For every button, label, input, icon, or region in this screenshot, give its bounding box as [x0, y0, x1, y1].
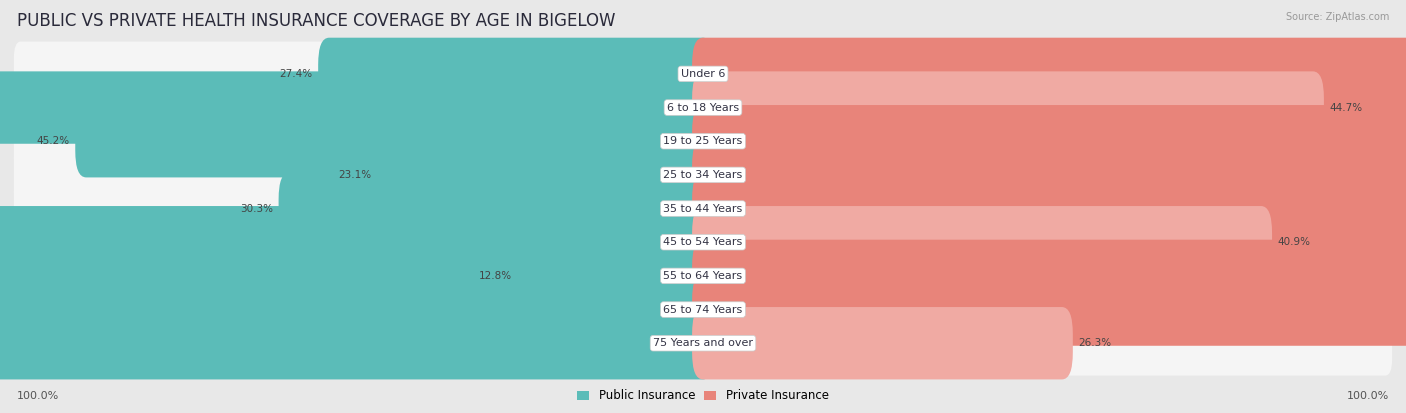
Legend: Public Insurance, Private Insurance: Public Insurance, Private Insurance — [572, 385, 834, 407]
FancyBboxPatch shape — [14, 311, 1392, 375]
FancyBboxPatch shape — [692, 206, 1272, 278]
FancyBboxPatch shape — [692, 38, 1406, 110]
Text: 6 to 18 Years: 6 to 18 Years — [666, 102, 740, 113]
Text: 25 to 34 Years: 25 to 34 Years — [664, 170, 742, 180]
FancyBboxPatch shape — [692, 105, 1406, 178]
FancyBboxPatch shape — [14, 210, 1392, 275]
FancyBboxPatch shape — [14, 277, 1392, 342]
Text: Source: ZipAtlas.com: Source: ZipAtlas.com — [1285, 12, 1389, 22]
FancyBboxPatch shape — [692, 139, 1406, 211]
FancyBboxPatch shape — [14, 244, 1392, 308]
Text: 40.9%: 40.9% — [1278, 237, 1310, 247]
Text: 19 to 25 Years: 19 to 25 Years — [664, 136, 742, 146]
FancyBboxPatch shape — [278, 172, 714, 245]
FancyBboxPatch shape — [517, 240, 714, 312]
FancyBboxPatch shape — [0, 273, 714, 346]
Text: 26.3%: 26.3% — [1078, 338, 1111, 348]
FancyBboxPatch shape — [318, 38, 714, 110]
FancyBboxPatch shape — [14, 109, 1392, 173]
Text: 35 to 44 Years: 35 to 44 Years — [664, 204, 742, 214]
FancyBboxPatch shape — [14, 142, 1392, 207]
Text: 44.7%: 44.7% — [1330, 102, 1362, 113]
FancyBboxPatch shape — [692, 273, 1406, 346]
Text: Under 6: Under 6 — [681, 69, 725, 79]
Text: 100.0%: 100.0% — [1347, 392, 1389, 401]
FancyBboxPatch shape — [14, 42, 1392, 106]
Text: 23.1%: 23.1% — [339, 170, 371, 180]
FancyBboxPatch shape — [377, 139, 714, 211]
FancyBboxPatch shape — [0, 206, 714, 278]
FancyBboxPatch shape — [14, 176, 1392, 241]
FancyBboxPatch shape — [692, 240, 1406, 312]
Text: 75 Years and over: 75 Years and over — [652, 338, 754, 348]
FancyBboxPatch shape — [76, 105, 714, 178]
FancyBboxPatch shape — [692, 71, 1324, 144]
Text: 12.8%: 12.8% — [479, 271, 512, 281]
Text: 65 to 74 Years: 65 to 74 Years — [664, 304, 742, 315]
FancyBboxPatch shape — [692, 172, 1406, 245]
FancyBboxPatch shape — [0, 307, 714, 380]
Text: 27.4%: 27.4% — [280, 69, 312, 79]
FancyBboxPatch shape — [0, 71, 714, 144]
FancyBboxPatch shape — [14, 75, 1392, 140]
Text: 55 to 64 Years: 55 to 64 Years — [664, 271, 742, 281]
Text: 45.2%: 45.2% — [37, 136, 70, 146]
Text: 100.0%: 100.0% — [17, 392, 59, 401]
Text: 30.3%: 30.3% — [240, 204, 273, 214]
Text: PUBLIC VS PRIVATE HEALTH INSURANCE COVERAGE BY AGE IN BIGELOW: PUBLIC VS PRIVATE HEALTH INSURANCE COVER… — [17, 12, 616, 31]
FancyBboxPatch shape — [692, 307, 1073, 380]
Text: 45 to 54 Years: 45 to 54 Years — [664, 237, 742, 247]
